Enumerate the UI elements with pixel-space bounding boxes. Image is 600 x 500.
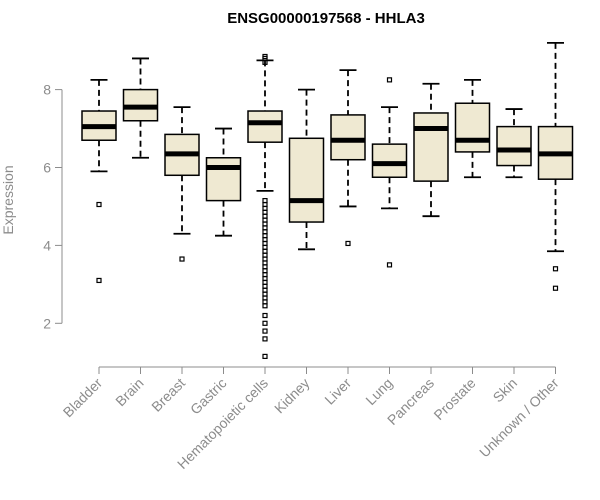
box-group <box>496 108 532 179</box>
box-group <box>454 78 491 179</box>
box <box>454 102 491 153</box>
outlier-point <box>262 59 268 65</box>
box <box>330 114 366 161</box>
box-group <box>537 41 574 291</box>
outlier-point <box>386 262 393 268</box>
outlier-point <box>96 201 102 208</box>
outlier-point <box>262 303 268 309</box>
y-axis-label: Expression <box>0 165 16 234</box>
y-tick-label: 2 <box>43 315 51 331</box>
x-tick-label: Skin <box>490 375 521 406</box>
x-tick-label: Lung <box>362 375 395 408</box>
outlier-point <box>262 336 268 342</box>
chart-title: ENSG00000197568 - HHLA3 <box>227 10 425 27</box>
box <box>288 137 325 223</box>
outlier-point <box>345 240 351 247</box>
x-tick-label: Breast <box>148 375 188 415</box>
y-tick-label: 8 <box>43 82 51 98</box>
x-tick-label: Prostate <box>430 375 478 423</box>
y-axis: 2 4 6 8 <box>43 82 63 331</box>
x-tick-label: Unknown / Other <box>476 375 562 461</box>
box-group <box>122 57 159 159</box>
outlier-point <box>262 312 268 319</box>
outlier-point <box>179 256 185 262</box>
box-group <box>247 53 283 360</box>
box-group <box>371 77 408 268</box>
x-tick-label: Bladder <box>60 375 106 421</box>
boxes <box>81 41 574 360</box>
box-group <box>413 82 449 218</box>
x-tick-label: Kidney <box>271 375 313 417</box>
box-group <box>164 106 200 262</box>
outlier-point <box>262 320 268 326</box>
box <box>205 157 242 202</box>
outlier-point <box>262 328 268 334</box>
outlier-point <box>96 277 102 284</box>
box-group <box>288 88 325 251</box>
x-tick-label: Liver <box>321 375 354 408</box>
box <box>371 143 408 178</box>
x-tick-label: Brain <box>112 375 146 409</box>
box <box>496 125 532 167</box>
y-tick-label: 6 <box>43 160 51 176</box>
box <box>247 110 283 143</box>
box <box>413 112 449 182</box>
box-group <box>330 69 366 247</box>
box-group <box>81 78 117 284</box>
outlier-point <box>552 266 559 272</box>
outlier-point <box>552 285 559 291</box>
y-tick-label: 4 <box>43 237 51 253</box>
outlier-point <box>262 353 268 360</box>
box-group <box>205 127 242 237</box>
outlier-point <box>386 77 393 83</box>
